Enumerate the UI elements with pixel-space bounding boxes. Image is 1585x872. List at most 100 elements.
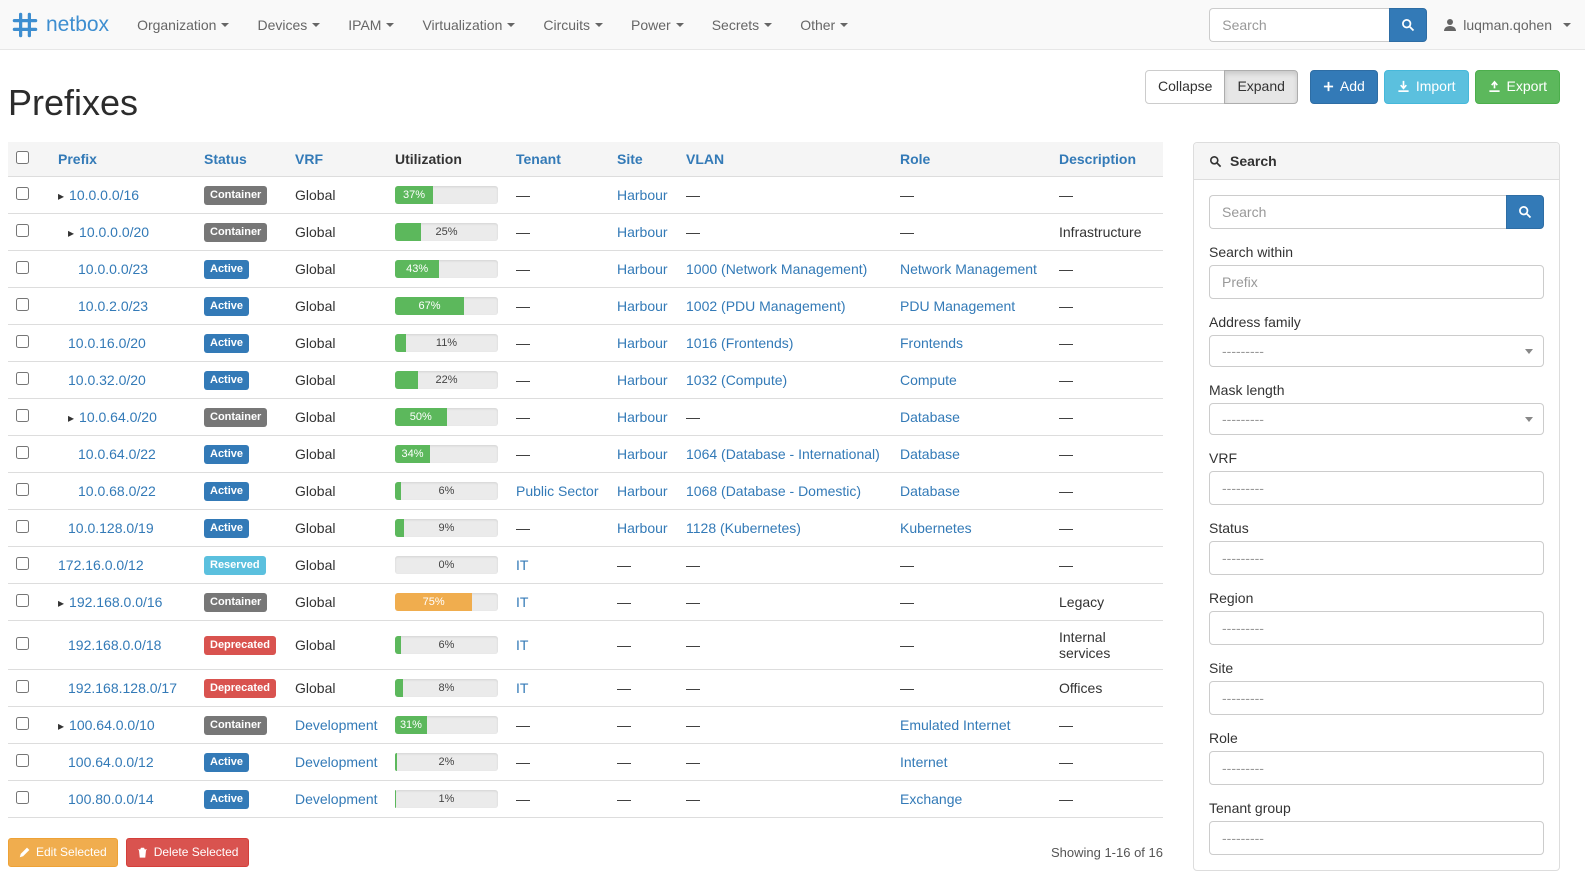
prefix-link[interactable]: 10.0.2.0/23 <box>78 298 149 314</box>
prefix-link[interactable]: 10.0.64.0/20 <box>79 409 157 425</box>
prefix-link[interactable]: 192.168.128.0/17 <box>68 680 177 696</box>
row-checkbox[interactable] <box>16 224 29 237</box>
role-link[interactable]: Frontends <box>900 335 964 351</box>
edit-selected-button[interactable]: Edit Selected <box>8 838 118 868</box>
add-button[interactable]: Add <box>1309 70 1378 104</box>
nav-item-other[interactable]: Other <box>786 0 862 49</box>
filter-select-mask-length[interactable]: --------- <box>1209 403 1544 435</box>
prefix-link[interactable]: 192.168.0.0/16 <box>69 594 163 610</box>
vrf-link[interactable]: Development <box>295 791 378 807</box>
navbar-search-button[interactable] <box>1389 7 1428 42</box>
vlan-link[interactable]: 1002 (PDU Management) <box>686 298 846 314</box>
role-link[interactable]: PDU Management <box>900 298 1016 314</box>
delete-selected-button[interactable]: Delete Selected <box>125 838 250 868</box>
column-header-description[interactable]: Description <box>1051 142 1163 177</box>
role-link[interactable]: Kubernetes <box>900 520 972 536</box>
prefix-link[interactable]: 10.0.0.0/16 <box>69 187 140 203</box>
row-checkbox[interactable] <box>16 372 29 385</box>
site-link[interactable]: Harbour <box>617 187 668 203</box>
nav-item-secrets[interactable]: Secrets <box>698 0 786 49</box>
vrf-link[interactable]: Development <box>295 754 378 770</box>
role-link[interactable]: Database <box>900 446 960 462</box>
prefix-link[interactable]: 100.64.0.0/10 <box>69 717 155 733</box>
role-link[interactable]: Emulated Internet <box>900 717 1011 733</box>
nav-item-ipam[interactable]: IPAM <box>334 0 408 49</box>
column-header-status[interactable]: Status <box>196 142 287 177</box>
prefix-link[interactable]: 10.0.32.0/20 <box>68 372 146 388</box>
navbar-search-input[interactable] <box>1209 7 1390 42</box>
nav-item-devices[interactable]: Devices <box>243 0 334 49</box>
site-link[interactable]: Harbour <box>617 224 668 240</box>
role-link[interactable]: Database <box>900 483 960 499</box>
filter-input-status[interactable] <box>1209 541 1544 575</box>
column-header-site[interactable]: Site <box>609 142 678 177</box>
vrf-link[interactable]: Development <box>295 717 378 733</box>
vlan-link[interactable]: 1032 (Compute) <box>686 372 788 388</box>
sidebar-search-button[interactable] <box>1506 195 1544 229</box>
row-checkbox[interactable] <box>16 520 29 533</box>
column-header-vlan[interactable]: VLAN <box>678 142 892 177</box>
prefix-link[interactable]: 100.80.0.0/14 <box>68 791 154 807</box>
tenant-link[interactable]: IT <box>516 557 529 573</box>
role-link[interactable]: Database <box>900 409 960 425</box>
row-checkbox[interactable] <box>16 754 29 767</box>
column-header-prefix[interactable]: Prefix <box>50 142 196 177</box>
site-link[interactable]: Harbour <box>617 446 668 462</box>
row-checkbox[interactable] <box>16 680 29 693</box>
site-link[interactable]: Harbour <box>617 520 668 536</box>
netbox-brand[interactable]: netbox <box>10 10 109 40</box>
prefix-link[interactable]: 172.16.0.0/12 <box>58 557 144 573</box>
row-checkbox[interactable] <box>16 557 29 570</box>
row-checkbox[interactable] <box>16 187 29 200</box>
export-button[interactable]: Export <box>1474 70 1560 104</box>
site-link[interactable]: Harbour <box>617 409 668 425</box>
site-link[interactable]: Harbour <box>617 335 668 351</box>
site-link[interactable]: Harbour <box>617 483 668 499</box>
nav-item-power[interactable]: Power <box>617 0 698 49</box>
row-checkbox[interactable] <box>16 717 29 730</box>
row-checkbox[interactable] <box>16 446 29 459</box>
vlan-link[interactable]: 1000 (Network Management) <box>686 261 868 277</box>
role-link[interactable]: Network Management <box>900 261 1037 277</box>
filter-input-role[interactable] <box>1209 751 1544 785</box>
row-checkbox[interactable] <box>16 409 29 422</box>
site-link[interactable]: Harbour <box>617 298 668 314</box>
prefix-link[interactable]: 10.0.0.0/20 <box>79 224 150 240</box>
row-checkbox[interactable] <box>16 483 29 496</box>
row-checkbox[interactable] <box>16 594 29 607</box>
column-header-role[interactable]: Role <box>892 142 1051 177</box>
vlan-link[interactable]: 1016 (Frontends) <box>686 335 794 351</box>
expand-toggle-icon[interactable]: ▸ <box>68 411 75 425</box>
site-link[interactable]: Harbour <box>617 372 668 388</box>
row-checkbox[interactable] <box>16 261 29 274</box>
prefix-link[interactable]: 10.0.64.0/22 <box>78 446 156 462</box>
expand-toggle-icon[interactable]: ▸ <box>68 226 75 240</box>
tenant-link[interactable]: IT <box>516 637 529 653</box>
row-checkbox[interactable] <box>16 637 29 650</box>
prefix-link[interactable]: 100.64.0.0/12 <box>68 754 154 770</box>
filter-input-search-within[interactable] <box>1209 265 1544 299</box>
prefix-link[interactable]: 10.0.68.0/22 <box>78 483 156 499</box>
expand-toggle-icon[interactable]: ▸ <box>58 596 65 610</box>
vlan-link[interactable]: 1064 (Database - International) <box>686 446 880 462</box>
expand-toggle-icon[interactable]: ▸ <box>58 719 65 733</box>
column-header-vrf[interactable]: VRF <box>287 142 387 177</box>
role-link[interactable]: Exchange <box>900 791 963 807</box>
row-checkbox[interactable] <box>16 335 29 348</box>
filter-input-tenant-group[interactable] <box>1209 821 1544 855</box>
role-link[interactable]: Compute <box>900 372 957 388</box>
select-all-checkbox[interactable] <box>16 151 29 164</box>
tenant-link[interactable]: IT <box>516 680 529 696</box>
sidebar-search-input[interactable] <box>1209 195 1506 229</box>
collapse-button[interactable]: Collapse <box>1144 70 1226 104</box>
filter-input-site[interactable] <box>1209 681 1544 715</box>
nav-item-virtualization[interactable]: Virtualization <box>408 0 529 49</box>
tenant-link[interactable]: IT <box>516 594 529 610</box>
tenant-link[interactable]: Public Sector <box>516 483 599 499</box>
filter-input-region[interactable] <box>1209 611 1544 645</box>
prefix-link[interactable]: 10.0.128.0/19 <box>68 520 154 536</box>
role-link[interactable]: Internet <box>900 754 948 770</box>
nav-item-organization[interactable]: Organization <box>123 0 243 49</box>
prefix-link[interactable]: 192.168.0.0/18 <box>68 637 162 653</box>
expand-toggle-icon[interactable]: ▸ <box>58 189 65 203</box>
